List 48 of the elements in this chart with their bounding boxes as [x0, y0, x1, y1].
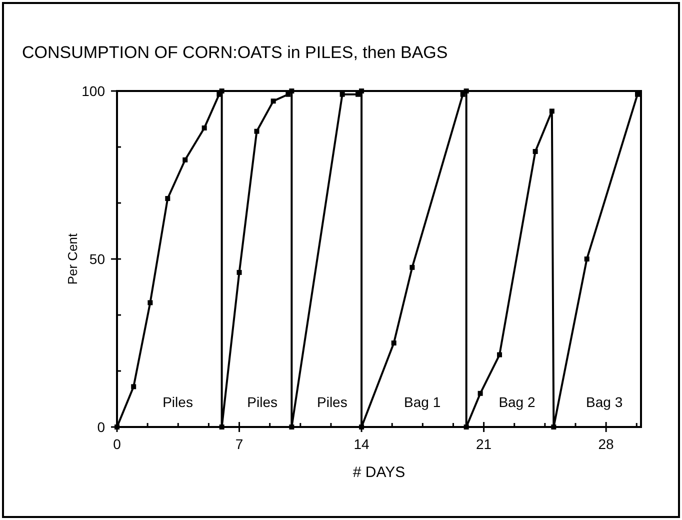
point — [391, 340, 396, 346]
point — [460, 92, 466, 97]
point — [219, 88, 224, 94]
point — [359, 424, 364, 430]
point — [202, 125, 207, 130]
annotation: Piles — [247, 394, 278, 410]
x-tick-label: 21 — [476, 436, 492, 452]
point — [464, 88, 469, 94]
point — [131, 384, 136, 390]
y-axis-title: Per Cent — [65, 232, 80, 285]
y-tick-label: 100 — [82, 83, 106, 99]
point — [532, 148, 538, 154]
point — [584, 256, 590, 262]
annotation: Bag 2 — [498, 394, 536, 410]
line-series — [114, 88, 640, 430]
point — [497, 352, 502, 358]
point — [356, 92, 361, 97]
annotation: Piles — [162, 394, 193, 410]
point — [478, 390, 483, 396]
point — [270, 98, 276, 104]
point — [165, 196, 170, 202]
point — [359, 88, 364, 94]
point — [464, 424, 469, 430]
point — [410, 264, 415, 270]
x-tick-label: 7 — [235, 436, 244, 452]
point — [549, 108, 554, 114]
point — [219, 424, 224, 430]
y-tick-label: 0 — [97, 419, 106, 435]
y-tick-label: 50 — [89, 251, 106, 267]
point — [289, 424, 294, 430]
point — [254, 128, 260, 134]
x-tick-label: 0 — [113, 436, 122, 452]
point — [551, 424, 556, 430]
point — [148, 300, 153, 306]
point — [236, 270, 242, 275]
x-tick-label: 14 — [354, 436, 370, 452]
x-tick-label: 28 — [598, 436, 614, 452]
point — [635, 92, 640, 97]
x-axis-title: # DAYS — [352, 464, 406, 481]
point — [340, 92, 345, 97]
annotation: Bag 1 — [404, 394, 441, 410]
point — [114, 424, 120, 430]
point — [286, 92, 291, 97]
annotation: Bag 3 — [586, 394, 623, 410]
point — [182, 157, 188, 162]
chart-title: CONSUMPTION OF CORN:OATS in PILES, then BAGS — [22, 43, 448, 62]
point — [289, 88, 294, 94]
annotation: Piles — [317, 394, 348, 410]
